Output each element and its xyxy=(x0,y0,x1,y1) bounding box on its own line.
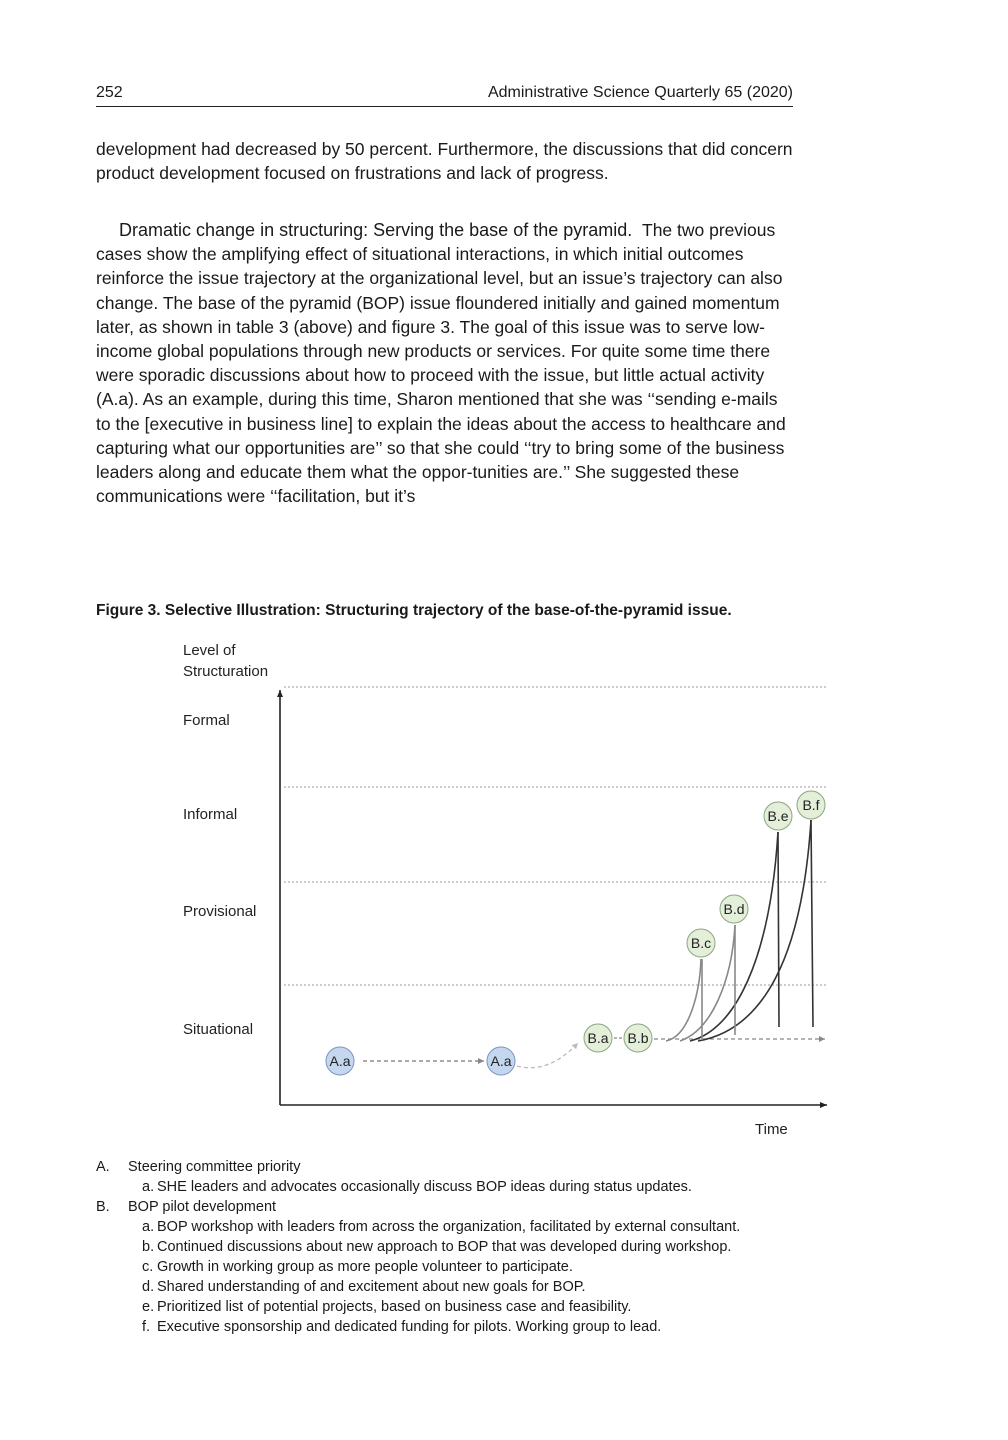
node-bc: B.c xyxy=(686,928,716,958)
curve-to-bd xyxy=(679,924,736,1042)
level-label-formal: Formal xyxy=(183,712,230,729)
node-bd-circle xyxy=(719,894,749,924)
legend-text: Shared understanding of and excitement a… xyxy=(157,1279,586,1295)
node-bd: B.d xyxy=(719,894,749,924)
body-paragraph-1: development had decreased by 50 percent.… xyxy=(96,139,793,184)
node-bc-label: B.c xyxy=(691,935,711,951)
y-axis-label-line2: Structuration xyxy=(183,663,268,680)
curve-to-bc xyxy=(665,958,702,1042)
curve-to-be xyxy=(689,831,779,1042)
legend-text: SHE leaders and advocates occasionally d… xyxy=(157,1179,692,1195)
section-subheading: Dramatic change in structuring: Serving … xyxy=(119,220,633,240)
legend-marker: A. xyxy=(96,1159,110,1175)
legend-text: BOP pilot development xyxy=(128,1199,277,1215)
legend-marker: c. xyxy=(142,1259,154,1275)
drop-line-be xyxy=(777,831,780,1028)
legend-text: BOP workshop with leaders from across th… xyxy=(157,1219,741,1235)
node-bb-label: B.b xyxy=(627,1030,648,1046)
level-gridlines xyxy=(284,686,826,986)
node-bc-circle xyxy=(686,928,716,958)
connector-aa-ba xyxy=(516,1042,579,1069)
node-bd-label: B.d xyxy=(723,901,744,917)
legend-marker: f. xyxy=(142,1319,151,1335)
node-a1-label: A.a xyxy=(329,1053,350,1069)
node-be: B.e xyxy=(763,801,793,831)
node-a1: A.a xyxy=(325,1046,355,1076)
node-a2-circle xyxy=(486,1046,516,1076)
curve-to-bf xyxy=(697,819,812,1042)
node-a1-circle xyxy=(325,1046,355,1076)
x-axis-label: Time xyxy=(755,1121,788,1138)
level-label-situational: Situational xyxy=(183,1021,253,1038)
node-a2: A.a xyxy=(486,1046,516,1076)
level-label-provisional: Provisional xyxy=(183,903,256,920)
legend-text: Growth in working group as more people v… xyxy=(157,1259,573,1275)
paragraph-2-text: The two previous cases show the amplifyi… xyxy=(96,220,786,507)
legend-text: Continued discussions about new approach… xyxy=(157,1239,732,1255)
node-bb-circle xyxy=(623,1023,653,1053)
journal-title: Administrative Science Quarterly 65 (202… xyxy=(487,84,793,101)
legend-text: Executive sponsorship and dedicated fund… xyxy=(157,1319,662,1335)
legend-text: Steering committee priority xyxy=(128,1159,301,1175)
node-be-circle xyxy=(763,801,793,831)
legend-marker: d. xyxy=(142,1279,155,1295)
body-paragraph-2: Dramatic change in structuring: Serving … xyxy=(96,218,796,508)
figure-caption: Figure 3. Selective Illustration: Struct… xyxy=(96,602,732,619)
node-ba-circle xyxy=(583,1023,613,1053)
node-a2-label: A.a xyxy=(490,1053,511,1069)
drop-line-bf xyxy=(810,819,814,1028)
page-number: 252 xyxy=(96,84,123,101)
legend-marker: B. xyxy=(96,1199,110,1215)
running-header: 252 Administrative Science Quarterly 65 … xyxy=(96,82,793,107)
legend-text: Prioritized list of potential projects, … xyxy=(157,1299,632,1315)
node-be-label: B.e xyxy=(767,808,788,824)
node-bf-circle xyxy=(796,790,826,820)
node-bf: B.f xyxy=(796,790,826,820)
legend-marker: e. xyxy=(142,1299,155,1315)
y-axis-label-line1: Level of xyxy=(183,642,236,659)
legend-marker: a. xyxy=(142,1179,155,1195)
node-ba-label: B.a xyxy=(587,1030,608,1046)
level-label-informal: Informal xyxy=(183,806,237,823)
legend-marker: a. xyxy=(142,1219,155,1235)
node-ba: B.a xyxy=(583,1023,613,1053)
legend-marker: b. xyxy=(142,1239,155,1255)
node-bf-label: B.f xyxy=(802,797,819,813)
node-bb: B.b xyxy=(623,1023,653,1053)
